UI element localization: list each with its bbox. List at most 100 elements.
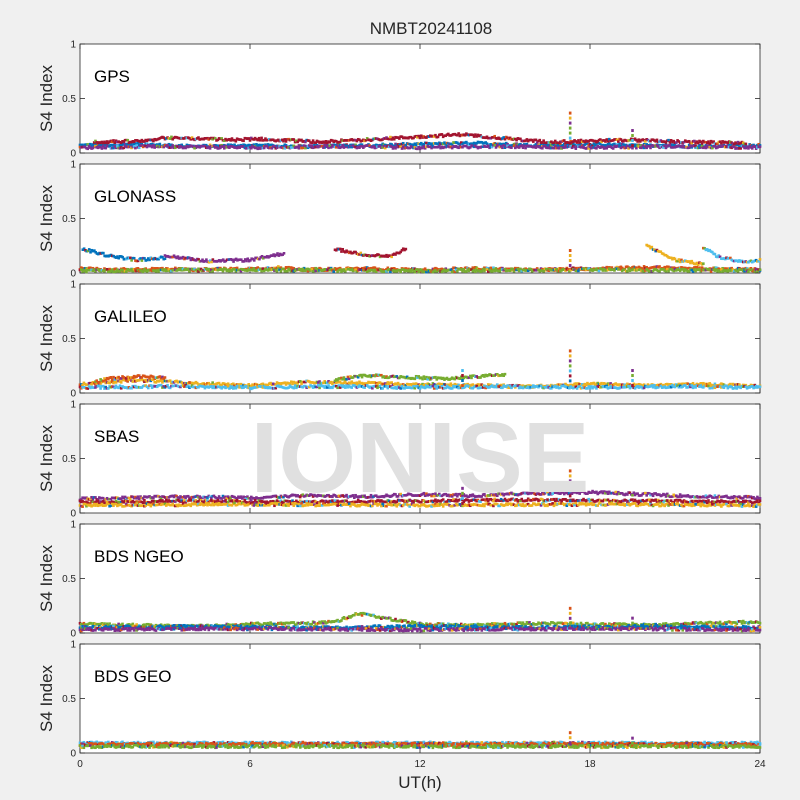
data-point: [284, 383, 288, 386]
data-point: [139, 495, 142, 498]
data-point: [553, 144, 557, 148]
data-point: [132, 145, 136, 148]
data-point: [345, 384, 348, 387]
data-point: [668, 141, 672, 144]
data-point: [501, 373, 504, 376]
data-point: [689, 385, 692, 389]
data-point: [291, 499, 294, 502]
data-point: [656, 386, 660, 389]
data-point: [586, 381, 589, 385]
data-point: [669, 138, 673, 142]
data-point: [279, 269, 283, 273]
data-point: [461, 269, 464, 273]
data-point: [642, 383, 646, 386]
data-point: [206, 496, 209, 499]
data-point: [109, 497, 113, 501]
data-point: [331, 382, 334, 386]
data-point: [573, 145, 576, 149]
data-point: [669, 385, 673, 389]
spike-point: [461, 374, 464, 378]
spike-point: [568, 141, 572, 145]
data-point: [386, 266, 390, 270]
data-point: [474, 133, 477, 136]
data-point: [515, 138, 518, 142]
spike-point: [568, 121, 572, 125]
data-point: [234, 257, 238, 261]
data-point: [662, 146, 665, 149]
data-point: [677, 385, 681, 389]
data-point: [646, 383, 650, 386]
data-point: [132, 256, 136, 260]
data-point: [745, 145, 749, 149]
data-point: [139, 140, 142, 144]
data-point: [484, 386, 487, 390]
y-tick-label: 0.5: [62, 454, 76, 465]
data-point: [87, 144, 91, 148]
data-point: [422, 142, 426, 146]
data-point: [145, 145, 149, 149]
data-point: [610, 266, 614, 269]
data-point: [474, 270, 477, 273]
data-point: [704, 146, 708, 150]
data-point: [281, 253, 285, 256]
data-point: [141, 501, 145, 505]
data-point: [329, 380, 333, 384]
data-point: [425, 375, 428, 379]
data-point: [508, 269, 512, 273]
data-point: [114, 384, 118, 388]
data-point: [291, 382, 294, 386]
data-point: [311, 495, 315, 498]
spike-point: [568, 354, 572, 358]
data-point: [349, 382, 352, 385]
data-point: [725, 384, 728, 388]
data-point: [631, 493, 634, 497]
data-point: [486, 270, 490, 273]
data-point: [283, 138, 287, 141]
data-point: [284, 140, 288, 143]
data-point: [104, 378, 108, 382]
data-point: [556, 385, 560, 389]
data-point: [243, 496, 247, 499]
data-point: [419, 376, 423, 379]
data-point: [676, 259, 679, 263]
data-point: [427, 376, 431, 379]
data-point: [678, 260, 682, 264]
data-point: [131, 380, 135, 383]
data-point: [282, 267, 285, 271]
data-point: [105, 140, 109, 143]
data-point: [262, 269, 266, 273]
data-point: [323, 380, 326, 383]
data-point: [526, 269, 530, 273]
data-point: [119, 141, 123, 145]
data-point: [477, 384, 481, 388]
data-point: [340, 250, 343, 253]
data-point: [183, 495, 186, 498]
data-point: [207, 267, 211, 271]
data-point: [221, 494, 225, 498]
data-point: [396, 495, 400, 498]
data-point: [503, 372, 507, 376]
data-point: [342, 376, 346, 379]
data-point: [280, 138, 284, 142]
data-point: [304, 269, 307, 273]
data-point: [458, 492, 462, 496]
data-point: [344, 380, 347, 384]
data-point: [606, 140, 610, 143]
data-point: [753, 145, 757, 148]
data-point: [481, 386, 485, 389]
data-point: [307, 139, 311, 143]
data-point: [626, 382, 629, 386]
data-point: [434, 133, 437, 137]
data-point: [539, 384, 543, 388]
data-point: [104, 141, 108, 145]
data-point: [418, 387, 422, 390]
data-point: [141, 378, 145, 382]
data-point: [467, 495, 471, 498]
spike-point: [631, 374, 634, 378]
data-point: [152, 375, 155, 379]
data-point: [117, 375, 120, 379]
data-point: [434, 375, 437, 379]
data-point: [143, 380, 146, 383]
